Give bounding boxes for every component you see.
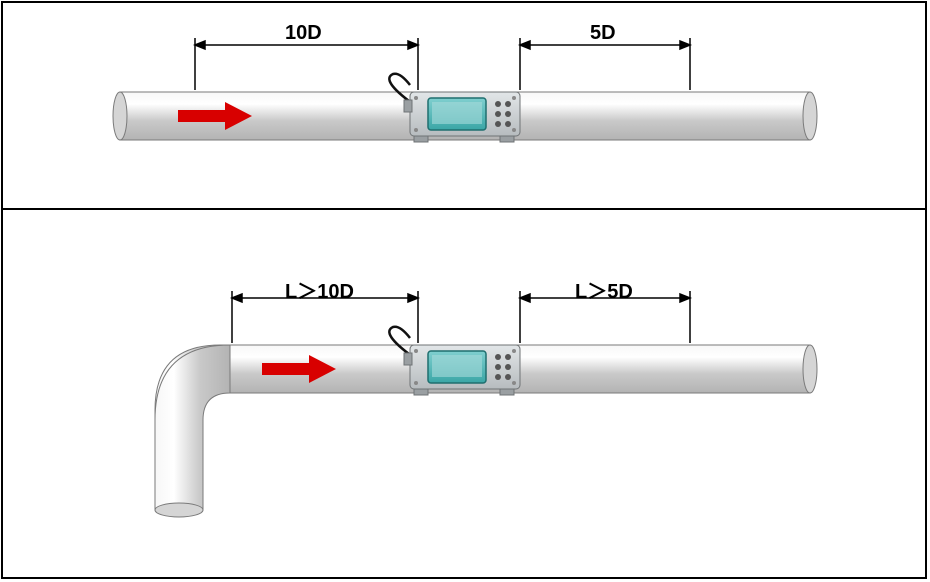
dimension-upstream [195,38,418,90]
panel1-svg [0,0,930,208]
label-upstream-1: 10D [285,22,322,45]
label-downstream-1: 5D [590,22,616,45]
panel2-svg [0,210,930,582]
flow-meter-device [404,345,520,395]
label-downstream-2: L＞5D [575,275,633,304]
dimension-downstream [520,38,690,90]
flow-meter-device [404,92,520,142]
label-upstream-2: L＞10D [285,275,354,304]
